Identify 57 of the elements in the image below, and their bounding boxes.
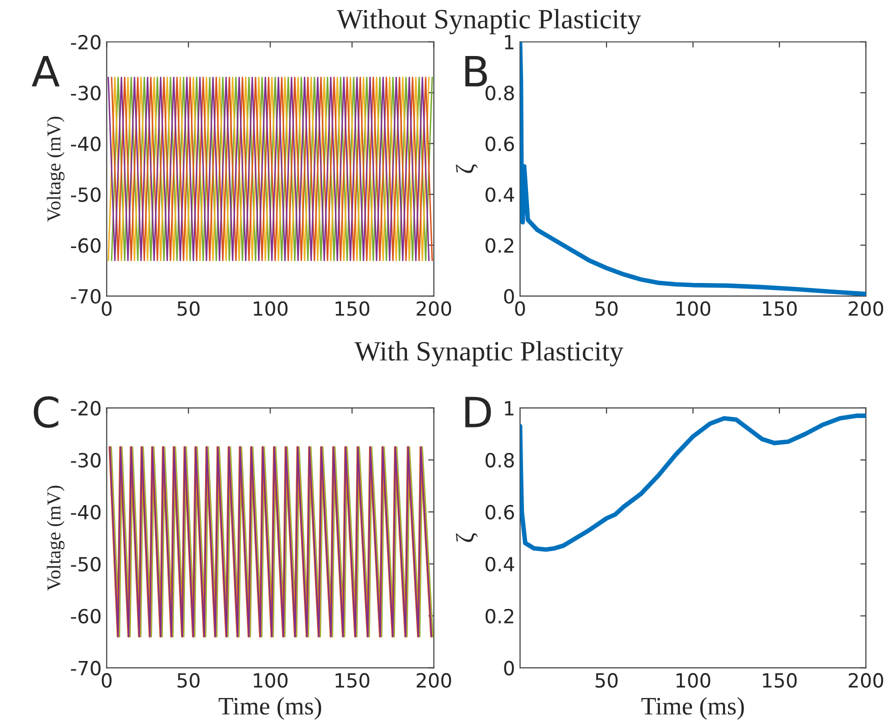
x-tick-label: 0 [102, 673, 112, 688]
text: B [465, 56, 487, 86]
y-tick-label: 0.2 [486, 238, 514, 253]
x-tick-label: 150 [763, 673, 797, 688]
y-tick-label: 0.8 [486, 86, 514, 100]
y-tick-label: -70 [71, 288, 101, 304]
chart-title: With Synaptic Plasticity [354, 341, 624, 366]
y-tick-label: 0.2 [486, 608, 514, 624]
y-tick-label: -30 [71, 452, 101, 468]
y-tick-label: 0.6 [486, 136, 514, 152]
line-series [520, 414, 866, 552]
y-axis-title: ζ [456, 533, 478, 542]
x-tick-label: 100 [254, 301, 288, 316]
x-tick-label: 100 [676, 673, 710, 688]
y-axis-title: Voltage (mV) [46, 486, 65, 591]
y-tick-label: 0.4 [486, 187, 514, 202]
y-tick-label: 0.8 [486, 452, 514, 468]
x-tick-label: 200 [416, 673, 452, 688]
x-axis-title: Time (ms) [218, 697, 322, 720]
x-tick-label: 150 [336, 673, 370, 688]
x-tick-label: 200 [848, 301, 884, 316]
x-axis-title: Time (ms) [641, 697, 744, 720]
y-tick-label: -20 [71, 34, 101, 50]
text: C [34, 396, 58, 428]
text: D [465, 396, 491, 428]
line-series [520, 42, 866, 296]
y-tick-label: -60 [71, 238, 101, 253]
y-tick-label: 1 [504, 401, 514, 416]
x-tick-label: 50 [596, 673, 618, 688]
chart-title: Without Synaptic Plasticity [336, 9, 642, 34]
x-tick-label: 200 [848, 673, 884, 688]
x-tick-label: 200 [416, 301, 452, 316]
x-tick-label: 0 [515, 301, 525, 316]
y-tick-label: 0 [504, 288, 514, 304]
y-tick-label: 1 [504, 35, 514, 50]
x-tick-label: 0 [102, 301, 112, 316]
y-tick-label: -40 [71, 504, 101, 520]
y-tick-label: 0 [504, 660, 514, 676]
y-tick-label: 0.4 [486, 556, 514, 572]
x-tick-label: 150 [336, 301, 370, 316]
y-tick-label: -40 [71, 136, 101, 152]
x-tick-label: 50 [596, 301, 618, 316]
x-tick-label: 150 [763, 301, 797, 316]
y-tick-label: -50 [71, 556, 101, 572]
y-tick-label: -50 [71, 187, 101, 202]
y-tick-label: -60 [71, 608, 101, 624]
y-tick-label: -70 [71, 660, 101, 676]
y-axis-title: ζ [456, 164, 478, 174]
y-axis-title: Voltage (mV) [46, 116, 65, 222]
y-tick-label: -20 [71, 400, 101, 416]
x-tick-label: 50 [178, 301, 200, 316]
text: A [32, 56, 60, 86]
y-tick-label: -30 [71, 86, 101, 100]
x-tick-label: 100 [254, 673, 288, 688]
y-tick-label: 0.6 [486, 504, 514, 520]
x-tick-label: 100 [676, 301, 710, 316]
x-tick-label: 50 [178, 673, 200, 688]
